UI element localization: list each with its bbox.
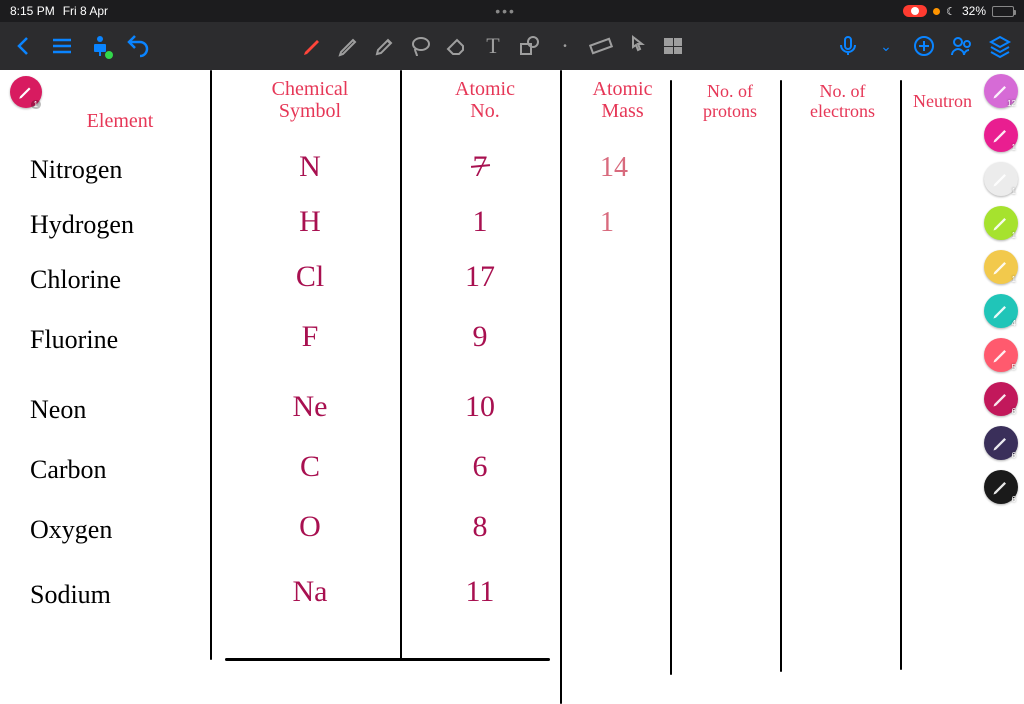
atomic-number: 6 — [440, 450, 520, 484]
column-divider — [780, 80, 782, 672]
column-divider — [210, 70, 212, 660]
element-name: Nitrogen — [30, 155, 122, 185]
dot-icon[interactable]: • — [553, 34, 577, 58]
palette-swatch[interactable]: 6 — [984, 470, 1018, 504]
pen-red-icon[interactable] — [301, 34, 325, 58]
atomic-number: 10 — [440, 390, 520, 424]
back-chevron-icon[interactable] — [12, 34, 36, 58]
status-center-dots[interactable]: ••• — [495, 3, 516, 19]
column-underline — [225, 658, 550, 661]
palette-swatch[interactable]: 5 — [984, 338, 1018, 372]
active-pen-badge[interactable]: 1 — [10, 76, 42, 108]
people-icon[interactable] — [950, 34, 974, 58]
atomic-number: 1 — [440, 205, 520, 239]
chemical-symbol: Ne — [270, 390, 350, 424]
status-left: 8:15 PM Fri 8 Apr — [10, 4, 108, 18]
ruler-icon[interactable] — [589, 34, 613, 58]
shapes-icon[interactable] — [517, 34, 541, 58]
pointer-icon[interactable] — [625, 34, 649, 58]
column-divider — [670, 80, 672, 675]
element-name: Hydrogen — [30, 210, 134, 240]
chemical-symbol: Cl — [270, 260, 350, 294]
pen-palette: 12 1 1 1 1 4 5 6 6 6 — [984, 74, 1018, 504]
lasso-icon[interactable] — [409, 34, 433, 58]
atomic-number: 11 — [440, 575, 520, 609]
dnd-moon-icon: ☾ — [946, 5, 956, 18]
battery-percent: 32% — [962, 4, 986, 18]
palette-swatch[interactable]: 6 — [984, 426, 1018, 460]
palette-swatch[interactable]: 1 — [984, 118, 1018, 152]
element-name: Neon — [30, 395, 86, 425]
atomic-number: 8 — [440, 510, 520, 544]
palette-swatch[interactable]: 1 — [984, 162, 1018, 196]
atomic-mass: 14 — [600, 152, 628, 184]
atomic-number: 17 — [440, 260, 520, 294]
mic-icon[interactable] — [836, 34, 860, 58]
chemical-symbol: C — [270, 450, 350, 484]
chemical-symbol: H — [270, 205, 350, 239]
chemical-symbol: N — [270, 150, 350, 184]
element-name: Chlorine — [30, 265, 121, 295]
atomic-mass: 1 — [600, 207, 614, 239]
element-name: Oxygen — [30, 515, 112, 545]
pencil-icon[interactable] — [337, 34, 361, 58]
element-name: Fluorine — [30, 325, 118, 355]
header-symbol: ChemicalSymbol — [230, 78, 390, 122]
highlighter-icon[interactable] — [373, 34, 397, 58]
layers-icon[interactable] — [988, 34, 1012, 58]
status-time: 8:15 PM — [10, 4, 55, 18]
status-bar: 8:15 PM Fri 8 Apr ••• ☾ 32% — [0, 0, 1024, 22]
screen-record-indicator[interactable] — [903, 5, 927, 17]
eraser-icon[interactable] — [445, 34, 469, 58]
header-neutron: Neutron — [905, 92, 980, 112]
palette-swatch[interactable]: 4 — [984, 294, 1018, 328]
palette-swatch[interactable]: 12 — [984, 74, 1018, 108]
element-name: Carbon — [30, 455, 107, 485]
status-date: Fri 8 Apr — [63, 4, 108, 18]
palette-swatch[interactable]: 1 — [984, 250, 1018, 284]
chemical-symbol: O — [270, 510, 350, 544]
column-divider — [900, 80, 902, 670]
atomic-number: 7 — [440, 150, 520, 184]
palette-swatch[interactable]: 1 — [984, 206, 1018, 240]
column-divider — [560, 70, 562, 704]
mic-indicator-dot — [933, 8, 940, 15]
header-electrons: No. ofelectrons — [790, 82, 895, 122]
pen-badge-num: 1 — [31, 100, 41, 109]
text-icon[interactable]: T — [481, 34, 505, 58]
chemical-symbol: F — [270, 320, 350, 354]
column-divider — [400, 70, 402, 660]
element-name: Sodium — [30, 580, 111, 610]
toolbar: T • ⌄ — [0, 22, 1024, 70]
palette-swatch[interactable]: 6 — [984, 382, 1018, 416]
header-protons: No. ofprotons — [680, 82, 780, 122]
undo-icon[interactable] — [126, 34, 150, 58]
presenter-online-dot — [105, 51, 113, 59]
grid-icon[interactable] — [661, 34, 685, 58]
add-circle-icon[interactable] — [912, 34, 936, 58]
lines-icon[interactable] — [50, 34, 74, 58]
presenter-icon[interactable] — [88, 34, 112, 58]
header-element: Element — [40, 110, 200, 132]
chevron-down-icon[interactable]: ⌄ — [874, 34, 898, 58]
header-mass: AtomicMass — [575, 78, 670, 122]
battery-icon — [992, 6, 1014, 17]
header-atomic: AtomicNo. — [420, 78, 550, 122]
status-right: ☾ 32% — [903, 4, 1014, 18]
atomic-number: 9 — [440, 320, 520, 354]
canvas[interactable]: 1 Element ChemicalSymbol AtomicNo. AtomicMa… — [0, 70, 1024, 704]
chemical-symbol: Na — [270, 575, 350, 609]
